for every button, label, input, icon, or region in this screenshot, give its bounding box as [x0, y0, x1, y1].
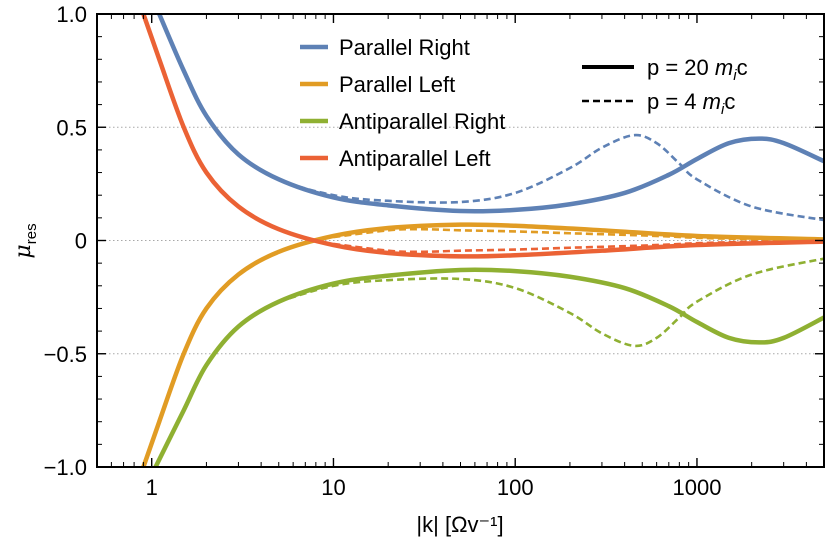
- legend-style-label-solid: p = 20 mic: [647, 55, 748, 84]
- series-line-antiparallel_left-p20: [141, 14, 824, 259]
- x-tick-label: 10: [321, 475, 345, 500]
- y-axis-title: μres: [11, 223, 40, 258]
- legend-style-label-dashed: p = 4 mic: [647, 89, 735, 118]
- y-tick-label: −0.5: [44, 342, 87, 367]
- x-tick-label: 1000: [672, 475, 721, 500]
- legend-label-antiparallel_right: Antiparallel Right: [339, 109, 505, 134]
- legend-label-parallel_right: Parallel Right: [339, 35, 470, 60]
- y-tick-label: 0: [75, 229, 87, 254]
- series-line-antiparallel_left-p4: [333, 239, 824, 254]
- y-tick-label: −1.0: [44, 455, 87, 480]
- y-tick-label: 1.0: [56, 2, 87, 27]
- series-line-parallel_left-p4: [333, 227, 824, 242]
- series-line-antiparallel_right-p4: [278, 257, 824, 348]
- grid-layer: [97, 126, 824, 355]
- tick-layer: 1.0 0.5 0 −0.5 −1.0 1 10 100 1000: [44, 2, 825, 500]
- legend-label-parallel_left: Parallel Left: [339, 72, 455, 97]
- y-tick-label: 0.5: [56, 115, 87, 140]
- series-layer: [141, 14, 824, 467]
- series-line-antiparallel_right-p20: [153, 267, 824, 467]
- x-axis-title: |k| [Ωv⁻¹]: [416, 512, 503, 537]
- legend-label-antiparallel_left: Antiparallel Left: [339, 146, 491, 171]
- series-line-parallel_right-p20: [156, 14, 824, 214]
- x-tick-label: 1: [146, 475, 158, 500]
- x-tick-label: 100: [497, 475, 534, 500]
- series-line-parallel_left-p20: [141, 222, 824, 467]
- legend-colors: Parallel Right Parallel Left Antiparallel …: [300, 35, 505, 171]
- legend-styles: p = 20 mic p = 4 mic: [582, 55, 748, 118]
